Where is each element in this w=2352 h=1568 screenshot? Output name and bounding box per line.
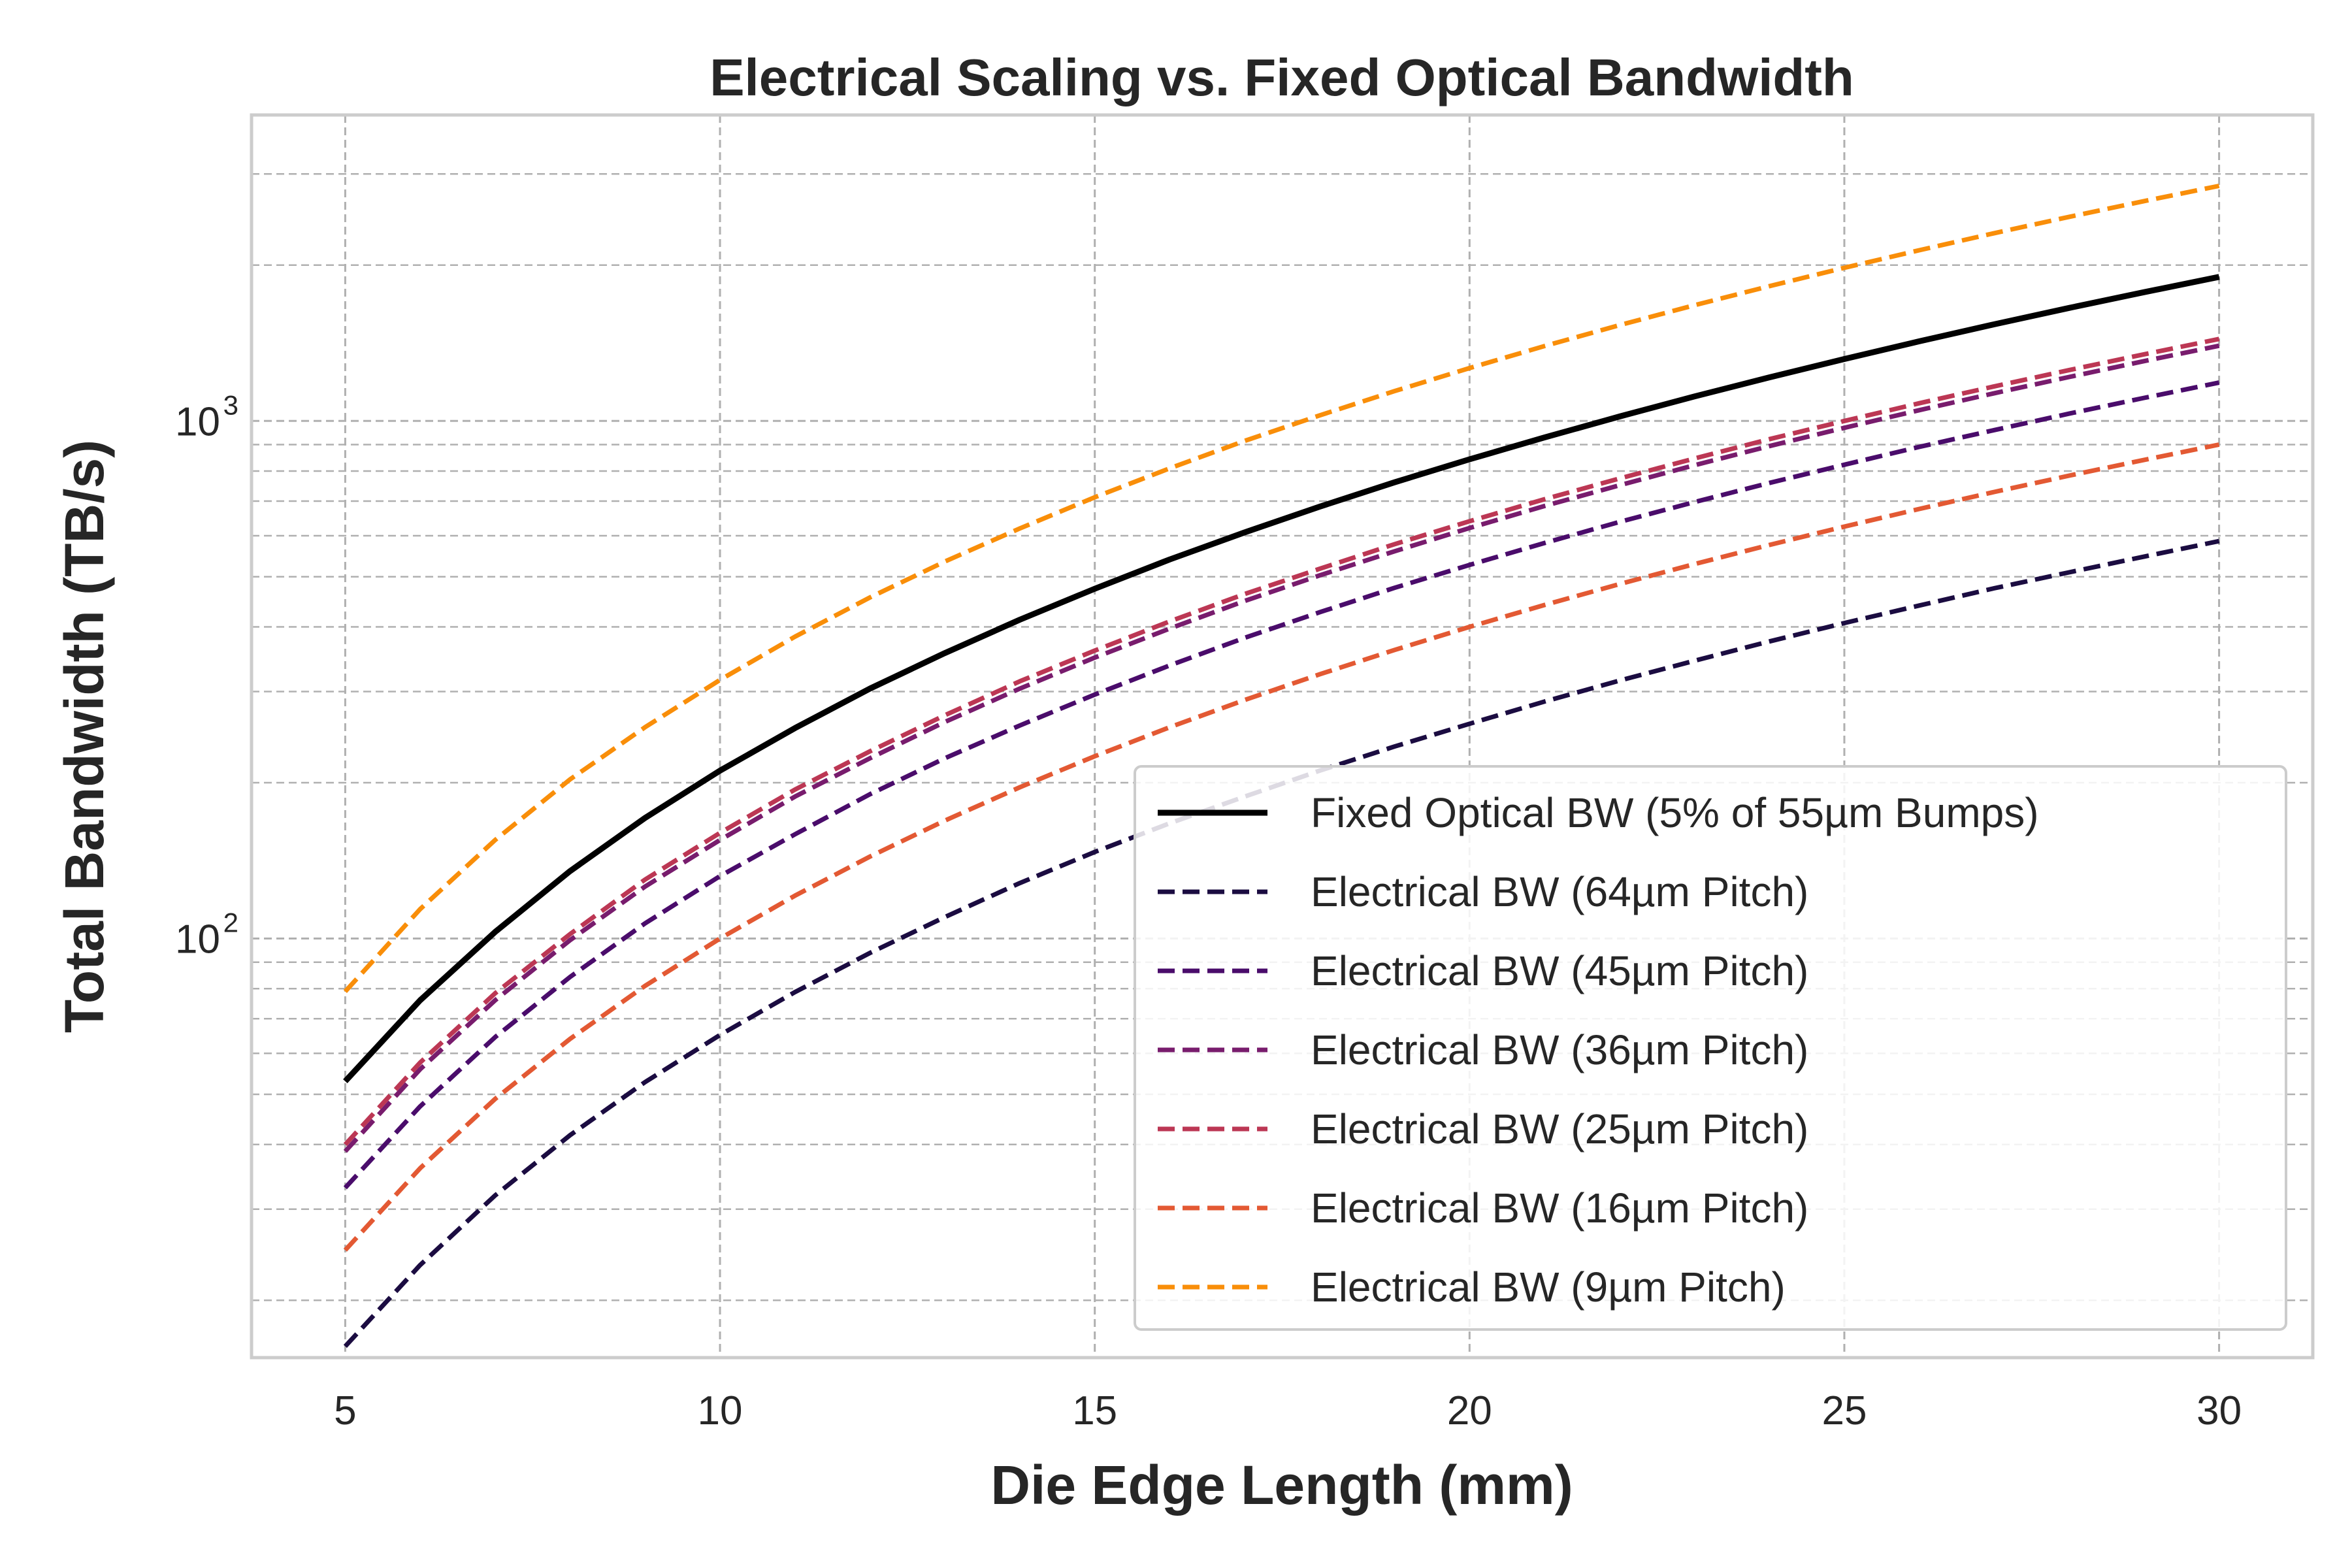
series-line-5 xyxy=(343,442,2220,1252)
legend-box xyxy=(1134,765,2287,1331)
x-tick-label: 15 xyxy=(1072,1388,1117,1433)
series-line-4 xyxy=(343,336,2220,1147)
series-line-3 xyxy=(343,343,2220,1153)
plot-frame xyxy=(250,113,2315,1360)
legend-label-6: Electrical BW (9µm Pitch) xyxy=(1311,1264,1786,1311)
legend-label-1: Electrical BW (64µm Pitch) xyxy=(1311,868,1808,915)
x-tick-label: 25 xyxy=(1821,1388,1867,1433)
legend-label-4: Electrical BW (25µm Pitch) xyxy=(1311,1105,1808,1152)
y-axis-label: Total Bandwidth (TB/s) xyxy=(54,440,115,1033)
x-tick-label: 10 xyxy=(698,1388,743,1433)
x-tick-label: 5 xyxy=(334,1388,356,1433)
series-line-2 xyxy=(343,380,2220,1190)
x-axis-label: Die Edge Length (mm) xyxy=(990,1454,1573,1516)
y-tick-exponent: 3 xyxy=(223,389,238,420)
series-line-0 xyxy=(343,274,2220,1084)
chart-title: Electrical Scaling vs. Fixed Optical Ban… xyxy=(710,48,1854,106)
x-tick-label: 20 xyxy=(1447,1388,1492,1433)
series-line-6 xyxy=(343,184,2220,993)
legend-label-3: Electrical BW (36µm Pitch) xyxy=(1311,1026,1808,1073)
y-tick-label: 10 xyxy=(175,399,220,444)
legend: Fixed Optical BW (5% of 55µm Bumps) Elect… xyxy=(1134,765,2287,1331)
y-tick-label: 10 xyxy=(175,917,220,962)
legend-label-0: Fixed Optical BW (5% of 55µm Bumps) xyxy=(1311,789,2039,836)
legend-label-5: Electrical BW (16µm Pitch) xyxy=(1311,1184,1808,1232)
legend-label-2: Electrical BW (45µm Pitch) xyxy=(1311,947,1808,994)
x-tick-label: 30 xyxy=(2197,1388,2242,1433)
y-tick-exponent: 2 xyxy=(223,907,238,938)
x-tick-labels: 5 10 15 20 25 30 xyxy=(334,1388,2242,1433)
